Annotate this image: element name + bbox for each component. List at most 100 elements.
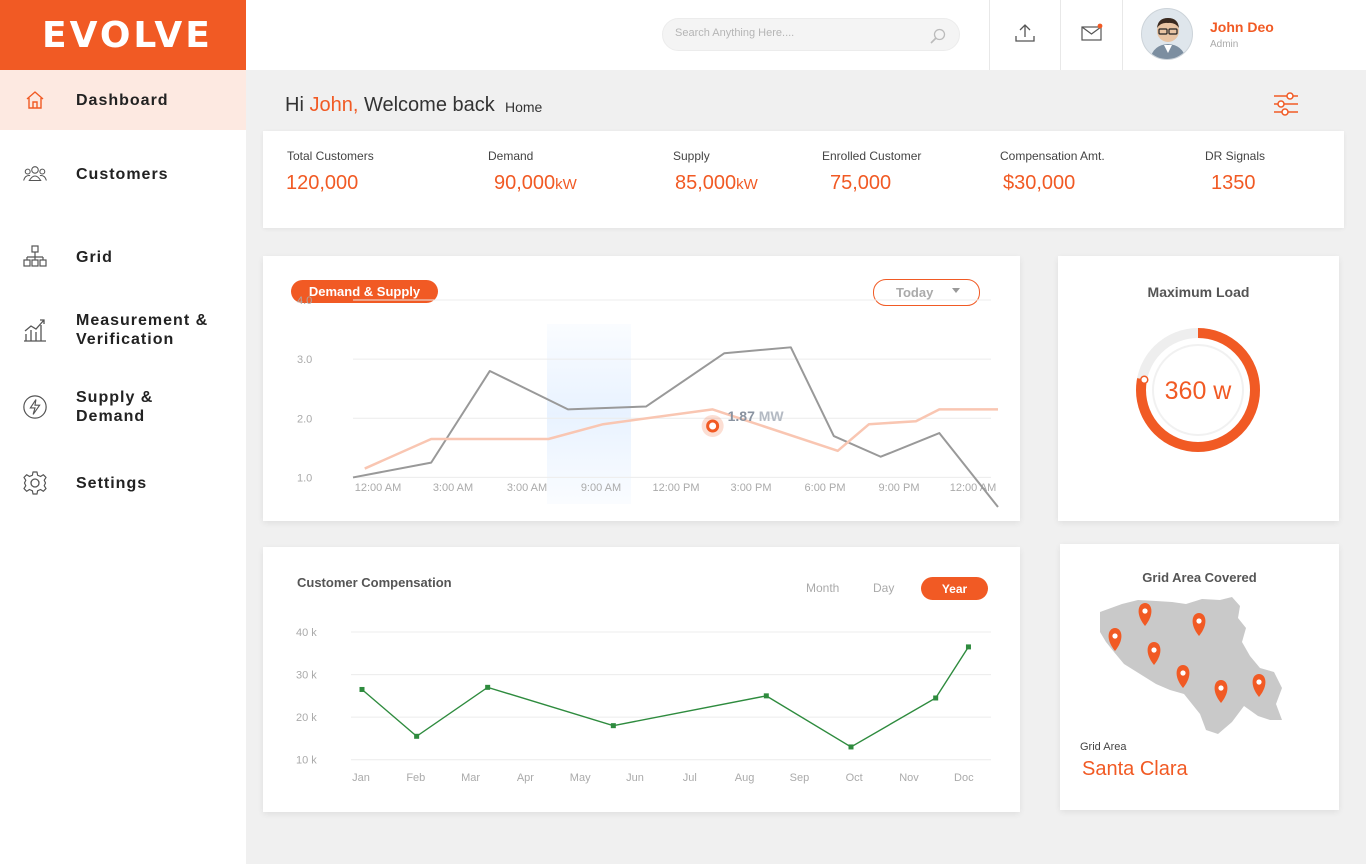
data-point bbox=[414, 733, 420, 739]
page-title: Hi John, Welcome back bbox=[285, 94, 495, 117]
sidebar-item-dashboard[interactable]: Dashboard bbox=[0, 70, 246, 130]
search-box bbox=[662, 18, 960, 51]
search-icon[interactable] bbox=[929, 27, 947, 50]
max-load-value: 360 w bbox=[1165, 377, 1233, 405]
grid-area-value: Santa Clara bbox=[1082, 758, 1188, 780]
x-tick-label: Nov bbox=[899, 772, 919, 784]
stat-label: Compensation Amt. bbox=[1000, 149, 1105, 163]
user-role: Admin bbox=[1210, 39, 1239, 50]
power-icon bbox=[22, 394, 48, 420]
x-tick-label: 6:00 PM bbox=[805, 482, 846, 494]
data-point bbox=[965, 644, 971, 650]
demand-supply-tag: Demand & Supply bbox=[291, 280, 438, 303]
data-point bbox=[610, 723, 616, 729]
x-tick-label: 12:00 AM bbox=[950, 482, 996, 494]
santa-clara-map[interactable] bbox=[1060, 544, 1339, 810]
sidebar-item-label: Dashboard bbox=[76, 91, 169, 109]
demand-supply-chart: 1.0 2.0 3.0 4.0 12:00 AM 3:00 AM 3:00 AM 9:00 … bbox=[297, 295, 999, 508]
x-tick-label: May bbox=[570, 772, 591, 784]
stat-value: 75,000 bbox=[830, 172, 892, 194]
gear-icon bbox=[22, 470, 48, 496]
y-tick-label: 10 k bbox=[296, 755, 317, 767]
x-tick-label: Aug bbox=[735, 772, 755, 784]
data-point-tooltip: 1.87 MW bbox=[728, 408, 785, 424]
tab-day[interactable]: Day bbox=[873, 581, 895, 595]
sidebar-item-settings[interactable]: Settings bbox=[0, 463, 246, 503]
gauge-marker bbox=[1139, 375, 1149, 384]
location-pin-dot bbox=[1151, 647, 1157, 653]
stat-demand: Demand 90,000kW bbox=[488, 149, 577, 195]
stat-value: $30,000 bbox=[1003, 172, 1076, 194]
stat-value: 120,000 bbox=[286, 172, 359, 194]
x-tick-label: 12:00 PM bbox=[652, 482, 699, 494]
period-select[interactable]: Today bbox=[873, 279, 980, 306]
grid-area-title: Grid Area Covered bbox=[1142, 570, 1257, 585]
x-tick-label: 9:00 PM bbox=[879, 482, 920, 494]
y-tick-label: 1.0 bbox=[297, 472, 312, 484]
greeting-name: John, bbox=[309, 94, 359, 116]
max-load-gauge: 360 w bbox=[1136, 328, 1260, 452]
tab-year[interactable]: Year bbox=[921, 577, 988, 600]
location-pin-dot bbox=[1256, 679, 1262, 685]
stat-label: Supply bbox=[673, 149, 710, 163]
max-load-title: Maximum Load bbox=[1147, 284, 1250, 300]
location-pin-icon bbox=[1108, 628, 1122, 651]
tab-month[interactable]: Month bbox=[806, 581, 840, 595]
stat-compensation-amt: Compensation Amt. $30,000 bbox=[1000, 149, 1105, 195]
x-tick-label: Oct bbox=[846, 772, 863, 784]
location-pin-dot bbox=[1112, 633, 1118, 639]
stat-enrolled-customer: Enrolled Customer 75,000 bbox=[822, 149, 921, 195]
stat-value: 90,000kW bbox=[494, 172, 577, 194]
max-load-card: Maximum Load 360 w bbox=[1058, 256, 1339, 521]
data-point-marker bbox=[706, 419, 720, 433]
location-pin-dot bbox=[1196, 618, 1202, 624]
breadcrumb[interactable]: Home bbox=[505, 99, 543, 115]
hover-column bbox=[547, 324, 631, 504]
greeting-suffix: Welcome back bbox=[358, 94, 495, 116]
sidebar-item-label: Grid bbox=[76, 248, 113, 266]
filter-icon[interactable] bbox=[1272, 90, 1300, 123]
gauge-fill bbox=[1136, 328, 1260, 452]
tooltip-unit: MW bbox=[759, 408, 785, 424]
sidebar-item-grid[interactable]: Grid bbox=[0, 237, 246, 277]
sidebar-item-measurement[interactable]: Measurement & Verification bbox=[0, 308, 246, 352]
sidebar-item-supply-demand[interactable]: Supply & Demand bbox=[0, 385, 246, 429]
x-tick-label: Jan bbox=[352, 772, 370, 784]
chevron-down-icon bbox=[950, 284, 962, 299]
stat-label: DR Signals bbox=[1205, 149, 1266, 163]
data-point bbox=[485, 684, 491, 690]
location-pin-icon bbox=[1192, 613, 1206, 636]
location-pin-dot bbox=[1218, 685, 1224, 691]
search-input[interactable] bbox=[675, 27, 915, 39]
y-tick-label: 20 k bbox=[296, 712, 317, 724]
compensation-series-line bbox=[361, 646, 970, 748]
compensation-card: Customer Compensation Month Day Year 10 … bbox=[263, 547, 1020, 812]
logo: EVOLVE bbox=[42, 14, 213, 56]
users-icon bbox=[22, 161, 48, 187]
y-tick-label: 3.0 bbox=[297, 354, 312, 366]
location-pin-dot bbox=[1142, 608, 1148, 614]
data-point bbox=[359, 686, 365, 692]
stat-label: Demand bbox=[488, 149, 534, 163]
y-tick-label: 30 k bbox=[296, 670, 317, 682]
x-tick-label: Sep bbox=[790, 772, 810, 784]
logo-bar[interactable]: EVOLVE bbox=[0, 0, 246, 70]
grid-area-label: Grid Area bbox=[1080, 741, 1127, 753]
upload-button[interactable] bbox=[989, 0, 1059, 70]
location-pin-dot bbox=[1180, 670, 1186, 676]
home-icon bbox=[22, 87, 48, 113]
x-tick-label: 9:00 AM bbox=[581, 482, 621, 494]
stat-value: 85,000kW bbox=[675, 172, 758, 194]
stat-value: 1350 bbox=[1211, 172, 1256, 194]
user-profile[interactable]: John Deo Admin bbox=[1122, 0, 1366, 70]
demand-series-line bbox=[352, 346, 999, 508]
x-tick-label: 3:00 AM bbox=[433, 482, 473, 494]
x-tick-label: Mar bbox=[461, 772, 480, 784]
sidebar-item-customers[interactable]: Customers bbox=[0, 154, 246, 194]
stat-supply: Supply 85,000kW bbox=[673, 149, 758, 195]
data-point bbox=[763, 693, 769, 699]
compensation-chart: 10 k 20 k 30 k 40 k Jan Feb Mar Apr May Jun Jul Au… bbox=[296, 627, 991, 784]
mail-button[interactable] bbox=[1060, 0, 1122, 70]
demand-supply-card: Demand & Supply Today 1.0 2.0 3.0 4.0 12:00… bbox=[263, 256, 1020, 521]
sidebar-item-label: Supply & Demand bbox=[76, 389, 154, 425]
